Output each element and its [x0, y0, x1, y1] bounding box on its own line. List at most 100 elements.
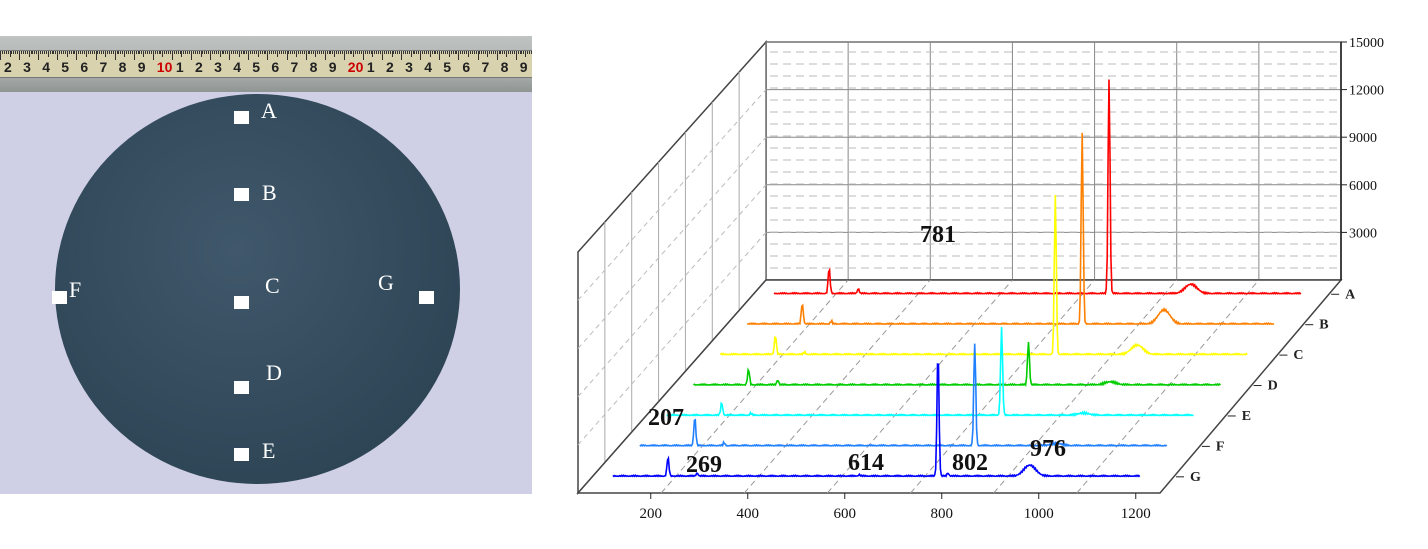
ruler-tick: [481, 51, 483, 54]
ruler-tick: [454, 51, 456, 54]
ruler-tick: [364, 51, 366, 54]
ruler-tick: [425, 51, 427, 54]
ruler-tick: [255, 51, 257, 54]
grid-line: [743, 279, 931, 494]
ruler-tick: [57, 51, 59, 60]
ruler-tick: [525, 51, 527, 57]
ruler-tick: [55, 51, 57, 54]
x-tick-label: 1200: [1121, 506, 1151, 522]
ruler-tick: [59, 51, 61, 54]
x-tick-label: 800: [931, 506, 954, 522]
ruler-tick: [483, 51, 485, 54]
ruler-tick: [254, 51, 256, 54]
ruler-tick: [446, 51, 448, 54]
ruler-tick: [456, 51, 458, 54]
series-line-e: [666, 327, 1194, 417]
ruler-number: 7: [290, 59, 299, 75]
ruler-tick: [294, 51, 296, 54]
row-label-g: G: [1190, 470, 1201, 485]
ruler-number: 6: [462, 59, 471, 75]
ruler-tick: [181, 51, 183, 57]
ruler-tick: [68, 51, 70, 54]
ruler-tick: [506, 51, 508, 57]
sample-mark-d: [234, 381, 249, 394]
ruler-tick: [72, 51, 74, 54]
ruler-tick: [275, 51, 277, 54]
series-line-d: [693, 341, 1221, 387]
ruler-tick: [471, 51, 473, 54]
ruler-tick: [500, 51, 502, 54]
ruler-tick: [385, 51, 387, 54]
ruler-tick: [66, 51, 68, 57]
ruler-tick: [236, 51, 238, 54]
ruler-tick: [139, 51, 141, 54]
ruler-tick: [175, 51, 177, 54]
ruler-tick: [74, 51, 76, 54]
ruler-tick: [212, 51, 213, 54]
ruler-tick: [278, 51, 280, 54]
ruler-tick: [162, 51, 164, 57]
ruler-number: 8: [500, 59, 509, 75]
ruler-tick: [219, 51, 221, 57]
ruler-tick: [280, 51, 282, 54]
ruler-number: 10: [156, 59, 173, 75]
ruler-tick: [158, 51, 160, 54]
ruler-number: 8: [118, 59, 127, 75]
ruler-tick: [108, 51, 110, 54]
ruler-tick: [488, 51, 490, 54]
ruler-tick: [80, 51, 82, 54]
ruler-tick: [422, 51, 424, 54]
ruler-tick: [479, 51, 481, 54]
ruler-tick: [368, 51, 370, 54]
ruler-tick: [317, 51, 319, 54]
ruler-tick: [338, 51, 340, 54]
ruler-tick: [439, 51, 441, 60]
ruler-tick: [382, 51, 383, 60]
ruler-tick: [362, 51, 364, 60]
ruler-tick: [282, 51, 284, 54]
ruler-tick: [19, 51, 21, 60]
ruler-tick: [143, 51, 145, 57]
ruler-tick: [244, 51, 246, 54]
ruler-tick: [189, 51, 191, 54]
ruler-number: 5: [252, 59, 261, 75]
ruler-tick: [84, 51, 86, 54]
ruler-tick: [210, 51, 212, 60]
ruler-tick: [504, 51, 506, 54]
ruler-tick: [259, 51, 261, 54]
ruler-tick: [82, 51, 84, 54]
ruler-tick: [393, 51, 395, 54]
ruler-tick: [215, 51, 217, 54]
ruler-tick: [290, 51, 292, 54]
ruler-number: 4: [42, 59, 50, 75]
grid-line: [577, 184, 767, 397]
ruler-tick: [490, 51, 492, 54]
series-line-g: [612, 363, 1141, 478]
ruler-tick: [112, 51, 114, 54]
ruler-tick: [248, 51, 250, 60]
ruler-number: 3: [23, 59, 31, 75]
ruler-tick: [105, 51, 107, 57]
ruler-tick: [511, 51, 513, 54]
ruler-tick: [299, 51, 301, 54]
ruler-tick: [160, 51, 162, 54]
ruler-tick: [324, 51, 326, 60]
ruler-tick: [198, 51, 200, 54]
ruler-tick: [521, 51, 523, 54]
grid-line: [577, 89, 767, 301]
ruler-tick: [208, 51, 210, 54]
ruler-tick: [38, 51, 40, 60]
ruler-number: 7: [481, 59, 490, 75]
ruler-tick: [485, 51, 487, 54]
ruler-tick: [135, 51, 137, 54]
ruler-tick: [154, 51, 156, 54]
row-label-e: E: [1242, 409, 1251, 424]
ruler-tick: [250, 51, 252, 54]
ruler-number: 2: [4, 59, 12, 75]
ruler-tick: [349, 51, 351, 54]
ruler-tick: [166, 51, 168, 54]
ruler-tick: [87, 51, 89, 54]
ruler-tick: [399, 51, 401, 54]
ruler-tick: [401, 51, 403, 60]
